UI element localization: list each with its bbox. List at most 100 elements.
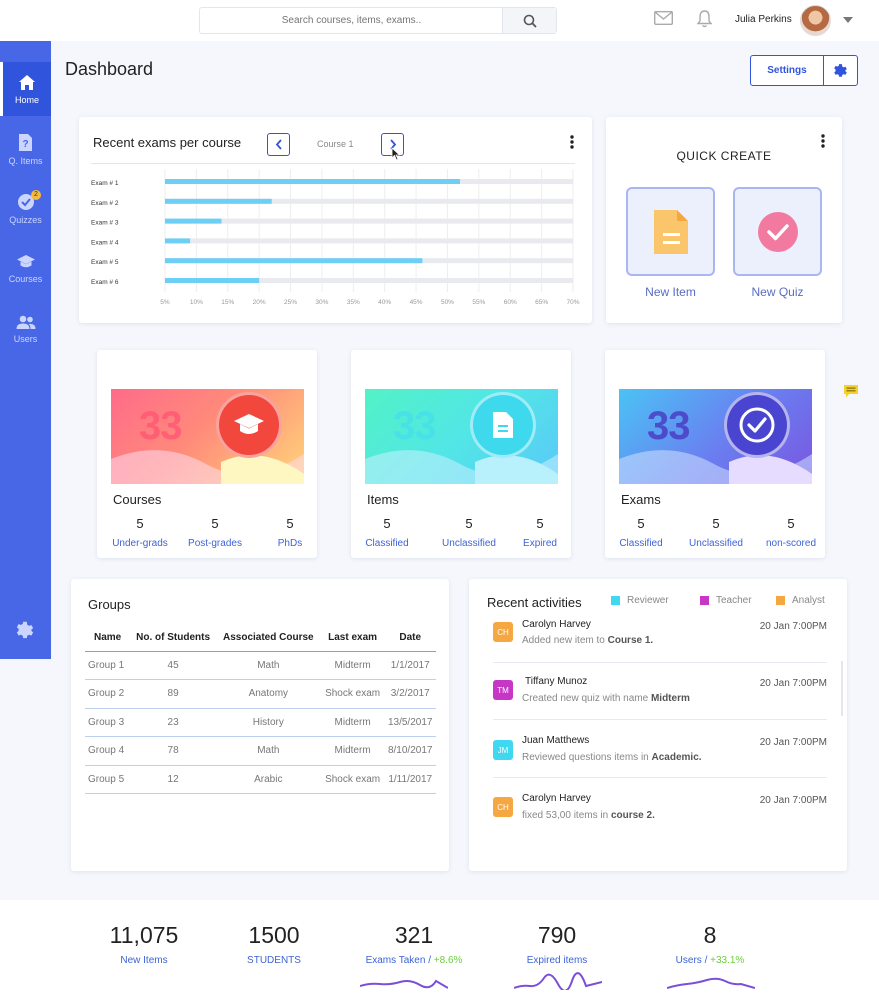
table-header-row: Name No. of Students Associated Course L… [85,624,436,652]
column-header: Date [384,624,436,652]
column-header: No. of Students [130,624,216,652]
activities-title: Recent activities [487,595,582,610]
x-tick-label: 40% [378,299,391,306]
home-icon [19,74,35,90]
x-tick-label: 15% [221,299,234,306]
table-row[interactable]: Group 4 78 Math Midterm 8/10/2017 [85,736,436,766]
stat-expired: 5 Expired [523,516,557,549]
check-circle-icon [739,407,775,443]
mail-icon [653,10,674,26]
activities-scrollbar[interactable] [841,661,843,716]
kpi-footer: 11,075 New Items 1500 STUDENTS 321 Exams… [0,900,879,1002]
search-input[interactable] [200,8,503,33]
mail-button[interactable] [653,10,674,30]
more-vertical-icon [570,135,574,149]
bar [165,218,222,224]
legend-swatch [611,596,620,605]
sidebar-item-label: Q. Items [8,155,43,166]
activity-item[interactable]: JM Juan Matthews Reviewed questions item… [493,719,827,777]
gear-icon [834,64,847,77]
courses-icon-circle [216,392,282,458]
quick-create-title: QUICK CREATE [676,149,772,163]
groups-card: Groups Name No. of Students Associated C… [71,579,449,871]
x-tick-label: 50% [441,299,454,306]
exams-icon-circle [724,392,790,458]
table-row[interactable]: Group 2 89 Anatomy Shock exam 3/2/2017 [85,679,436,709]
sidebar-item-home[interactable]: Home [0,62,51,116]
legend-swatch [700,596,709,605]
items-banner: 33 [365,389,558,484]
activity-item[interactable]: CH Carolyn Harvey Added new item to Cour… [493,619,827,677]
recent-activities-card: Recent activities Reviewer Teacher Analy… [469,579,847,871]
stat-name: Items [367,492,399,507]
sidebar-item-users[interactable]: Users [0,302,51,356]
table-row[interactable]: Group 5 12 Arabic Shock exam 1/11/2017 [85,765,436,794]
activity-user-name: Tiffany Munoz [525,676,588,687]
legend-label: Teacher [716,595,752,606]
sidebar-item-q-items[interactable]: ? Q. Items [0,122,51,176]
courses-banner: 33 [111,389,304,484]
stat-classified: 5 Classified [365,516,409,549]
y-category-label: Exam # 4 [91,239,119,246]
activity-avatar: JM [493,740,513,760]
legend-analyst: Analyst [776,595,825,606]
new-item-label[interactable]: New Item [645,285,696,299]
sidebar-item-label: Home [14,94,39,105]
groups-table: Name No. of Students Associated Course L… [85,624,436,794]
activity-description: fixed 53,00 items in course 2. [522,810,655,821]
stat-name: Exams [621,492,661,507]
kpi-students: 1500 STUDENTS [247,922,301,966]
new-quiz-tile[interactable] [733,187,822,276]
stat-phds: 5 PhDs [277,516,303,549]
recent-exams-card: Recent exams per course Course 1 5% 10% 15… [79,117,592,323]
x-tick-label: 65% [535,299,548,306]
chat-icon[interactable] [843,384,859,399]
chart-menu-button[interactable] [570,135,574,149]
table-row[interactable]: Group 1 45 Math Midterm 1/1/2017 [85,651,436,680]
stat-unclassified: 5 Unclassified [442,516,496,549]
activity-item[interactable]: TM Tiffany Munoz Created new quiz with n… [493,662,827,720]
quick-create-menu-button[interactable] [821,134,825,148]
kpi-new-items: 11,075 New Items [109,922,179,966]
y-category-label: Exam # 3 [91,220,119,227]
exams-count: 33 [647,404,690,448]
legend-swatch [776,596,785,605]
sidebar-item-quizzes[interactable]: 2 Quizzes [0,182,51,236]
activity-item[interactable]: CH Carolyn Harvey fixed 53,00 items in c… [493,777,827,835]
activity-time: 20 Jan 7:00PM [759,795,827,806]
course-label: Course 1 [317,139,354,149]
y-category-label: Exam # 2 [91,200,119,207]
user-name[interactable]: Julia Perkins [735,14,792,25]
sidebar: Home ? Q. Items 2 Quizzes Courses Users [0,41,51,659]
bar [165,238,191,244]
banner-wave [365,450,558,484]
graduation-cap-icon [234,414,264,434]
new-quiz-label[interactable]: New Quiz [751,285,804,299]
notifications-button[interactable] [696,10,713,33]
cursor-icon [391,147,401,161]
stat-under-grads: 5 Under-grads [112,516,168,549]
previous-course-button[interactable] [267,133,290,156]
stat-non-scored: 5 non-scored [765,516,817,549]
items-stat-card: 33 Items 5 Classified 5 Unclassified 5 Expi… [351,350,571,558]
search-button[interactable] [502,8,556,33]
quick-create-card: QUICK CREATE New Item New Quiz [606,117,842,323]
sidebar-item-courses[interactable]: Courses [0,242,51,296]
table-row[interactable]: Group 3 23 History Midterm 13/5/2017 [85,708,436,737]
page-title: Dashboard [65,59,154,79]
avatar[interactable] [800,5,831,36]
settings-button[interactable]: Settings [751,56,824,85]
groups-title: Groups [88,597,131,612]
chevron-down-icon[interactable] [843,17,853,23]
sidebar-settings-button[interactable] [14,619,36,646]
legend-teacher: Teacher [700,595,752,606]
settings-gear-button[interactable] [824,56,857,85]
bar-track [165,278,573,283]
items-icon-circle [470,392,536,458]
x-tick-label: 30% [315,299,328,306]
stat-name: Courses [113,492,162,507]
activity-description: Created new quiz with name Midterm [522,693,690,704]
gear-icon [16,621,34,639]
new-item-tile[interactable] [626,187,715,276]
question-file-icon: ? [19,133,32,151]
